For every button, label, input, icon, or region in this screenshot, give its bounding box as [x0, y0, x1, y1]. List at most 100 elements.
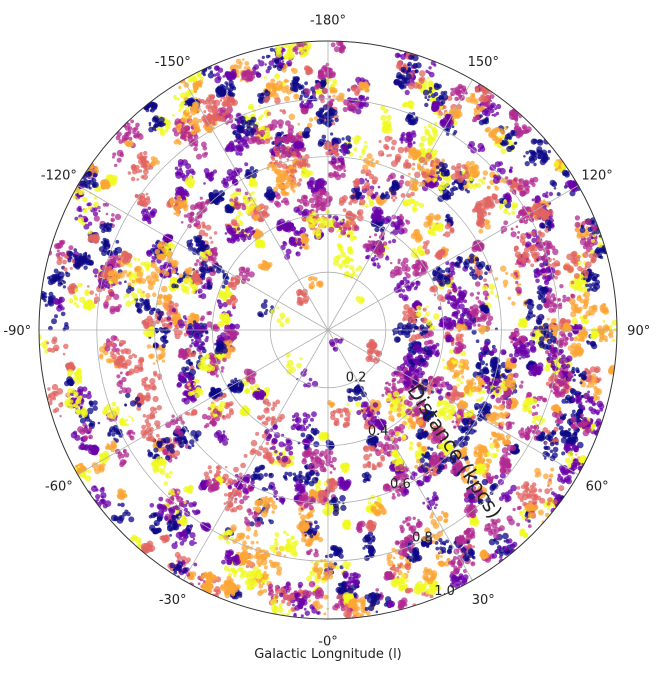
scatter-point — [343, 259, 348, 264]
scatter-point — [164, 331, 168, 335]
scatter-point — [44, 303, 49, 307]
scatter-point — [563, 343, 567, 347]
scatter-point — [135, 548, 139, 552]
scatter-point — [178, 531, 182, 535]
scatter-point — [152, 362, 156, 365]
scatter-point — [409, 555, 413, 559]
scatter-point — [461, 85, 467, 91]
scatter-point — [133, 132, 140, 139]
scatter-point — [266, 213, 270, 217]
scatter-point — [477, 323, 481, 327]
scatter-point — [128, 354, 133, 360]
scatter-point — [340, 172, 346, 178]
scatter-point — [229, 323, 236, 330]
scatter-point — [149, 210, 155, 216]
scatter-point — [330, 42, 336, 48]
scatter-point — [111, 432, 116, 437]
scatter-point — [138, 366, 144, 372]
scatter-point — [510, 484, 517, 492]
scatter-point — [272, 401, 276, 405]
scatter-point — [416, 458, 421, 464]
scatter-point — [493, 113, 497, 117]
scatter-point — [475, 87, 480, 92]
scatter-point — [537, 313, 545, 321]
scatter-point — [65, 272, 71, 278]
scatter-point — [137, 550, 141, 554]
scatter-point — [261, 559, 265, 562]
scatter-point — [82, 166, 87, 171]
scatter-point — [304, 479, 309, 484]
scatter-point — [110, 335, 117, 342]
scatter-point — [128, 264, 132, 268]
scatter-point — [401, 289, 406, 293]
scatter-point — [476, 291, 480, 295]
scatter-point — [154, 411, 158, 414]
scatter-point — [450, 93, 453, 97]
scatter-point — [196, 153, 202, 160]
scatter-point — [362, 536, 369, 543]
scatter-point — [367, 501, 371, 505]
scatter-point — [360, 297, 366, 303]
scatter-point — [361, 152, 365, 156]
scatter-point — [52, 396, 57, 401]
scatter-point — [84, 164, 88, 168]
scatter-point — [283, 475, 288, 480]
scatter-point — [594, 366, 601, 373]
scatter-point — [83, 303, 90, 310]
scatter-point — [191, 409, 198, 416]
scatter-point — [151, 385, 157, 391]
scatter-point — [294, 474, 298, 478]
scatter-point — [169, 448, 175, 454]
scatter-point — [270, 83, 275, 88]
scatter-point — [577, 338, 582, 342]
scatter-point — [412, 557, 417, 562]
scatter-point — [311, 477, 319, 484]
scatter-point — [51, 383, 59, 391]
scatter-point — [537, 509, 544, 516]
scatter-point — [254, 383, 259, 389]
scatter-point — [485, 363, 489, 366]
scatter-point — [256, 558, 263, 566]
scatter-point — [228, 410, 235, 416]
scatter-point — [474, 281, 481, 287]
scatter-point — [384, 135, 391, 142]
scatter-point — [187, 488, 193, 494]
scatter-point — [173, 131, 180, 137]
scatter-point — [336, 255, 340, 259]
scatter-point — [140, 261, 145, 267]
scatter-point — [456, 383, 460, 387]
scatter-point — [89, 290, 94, 295]
scatter-point — [518, 384, 524, 389]
scatter-point — [277, 119, 284, 127]
scatter-point — [503, 539, 507, 543]
scatter-point — [246, 378, 251, 383]
scatter-point — [39, 393, 40, 397]
scatter-point — [430, 447, 434, 451]
scatter-point — [268, 589, 274, 595]
scatter-point — [413, 472, 418, 477]
scatter-point — [370, 340, 374, 344]
scatter-point — [134, 550, 140, 556]
scatter-point — [534, 473, 539, 478]
scatter-point — [238, 472, 243, 477]
scatter-point — [399, 213, 403, 217]
scatter-point — [79, 379, 82, 383]
scatter-point — [128, 271, 132, 275]
scatter-point — [199, 99, 203, 103]
scatter-point — [180, 221, 184, 224]
scatter-point — [618, 331, 623, 336]
scatter-point — [371, 539, 375, 543]
scatter-point — [99, 355, 104, 360]
scatter-point — [160, 350, 166, 356]
scatter-point — [133, 549, 140, 557]
scatter-point — [271, 415, 276, 421]
scatter-point — [88, 400, 94, 406]
scatter-point — [142, 208, 147, 213]
scatter-point — [152, 370, 158, 376]
scatter-point — [147, 384, 151, 388]
scatter-point — [130, 416, 134, 420]
scatter-point — [415, 285, 419, 289]
scatter-point — [485, 458, 489, 462]
scatter-point — [165, 444, 170, 449]
scatter-point — [144, 395, 151, 402]
